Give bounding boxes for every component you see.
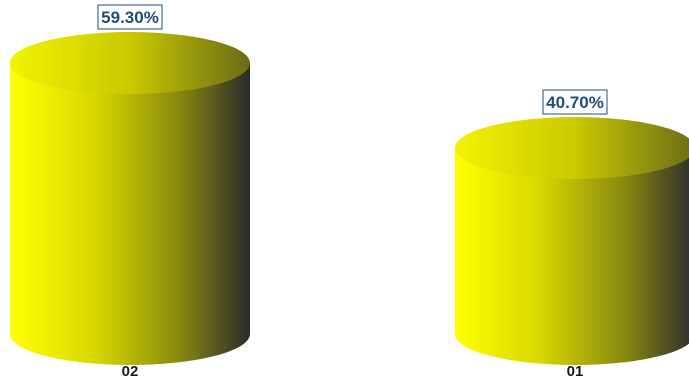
data-label-text: 59.30% [101, 8, 159, 27]
data-labels-layer: 59.30% 40.70% [97, 4, 608, 115]
bar-top[interactable] [10, 32, 250, 94]
data-label-text: 40.70% [546, 93, 604, 112]
data-label: 40.70% [542, 89, 608, 115]
data-label: 59.30% [97, 4, 163, 30]
data-label-box [542, 89, 608, 115]
bar-01[interactable] [455, 117, 689, 365]
bar-02[interactable] [10, 32, 250, 365]
x-tick-label: 01 [567, 363, 584, 380]
bar-top[interactable] [455, 117, 689, 179]
data-label-box [97, 4, 163, 30]
bar-body[interactable] [10, 63, 250, 365]
x-axis-ticks: 02 01 [122, 363, 584, 380]
bars-layer [10, 32, 689, 365]
bar-body[interactable] [455, 148, 689, 365]
x-tick-label: 02 [122, 363, 139, 380]
